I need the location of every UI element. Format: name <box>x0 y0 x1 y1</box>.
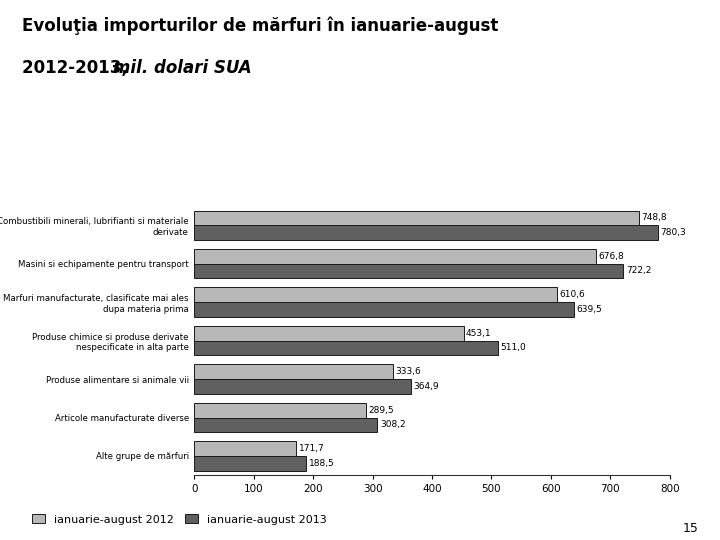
Bar <box>194 326 464 341</box>
Bar <box>194 364 392 379</box>
Bar <box>194 341 498 355</box>
Text: 748,8: 748,8 <box>642 213 667 222</box>
Text: 453,1: 453,1 <box>466 329 492 338</box>
Bar <box>194 249 596 264</box>
Bar <box>194 287 557 302</box>
Text: 610,6: 610,6 <box>559 291 585 299</box>
Bar <box>194 379 411 394</box>
Bar <box>194 225 658 240</box>
Bar <box>194 456 307 470</box>
Text: Evoluţia importurilor de mărfuri în ianuarie-august: Evoluţia importurilor de mărfuri în ianu… <box>22 16 498 35</box>
Bar <box>194 403 366 417</box>
Legend: ianuarie-august 2012, ianuarie-august 2013: ianuarie-august 2012, ianuarie-august 20… <box>27 510 331 529</box>
Text: 511,0: 511,0 <box>500 343 526 353</box>
Text: 188,5: 188,5 <box>309 459 335 468</box>
Bar <box>194 302 575 317</box>
Bar <box>194 211 639 225</box>
Text: 722,2: 722,2 <box>626 266 651 275</box>
Bar <box>194 264 624 278</box>
Text: mil. dolari SUA: mil. dolari SUA <box>113 59 251 77</box>
Text: 364,9: 364,9 <box>413 382 439 391</box>
Bar <box>194 417 377 432</box>
Text: 676,8: 676,8 <box>599 252 624 261</box>
Text: 289,5: 289,5 <box>369 406 395 415</box>
Text: 308,2: 308,2 <box>380 420 405 429</box>
Text: 639,5: 639,5 <box>577 305 603 314</box>
Text: 15: 15 <box>683 522 698 535</box>
Text: 333,6: 333,6 <box>395 367 420 376</box>
Bar <box>194 441 297 456</box>
Text: 171,7: 171,7 <box>299 444 325 453</box>
Text: 2012-2013,: 2012-2013, <box>22 59 133 77</box>
Text: 780,3: 780,3 <box>660 228 686 237</box>
